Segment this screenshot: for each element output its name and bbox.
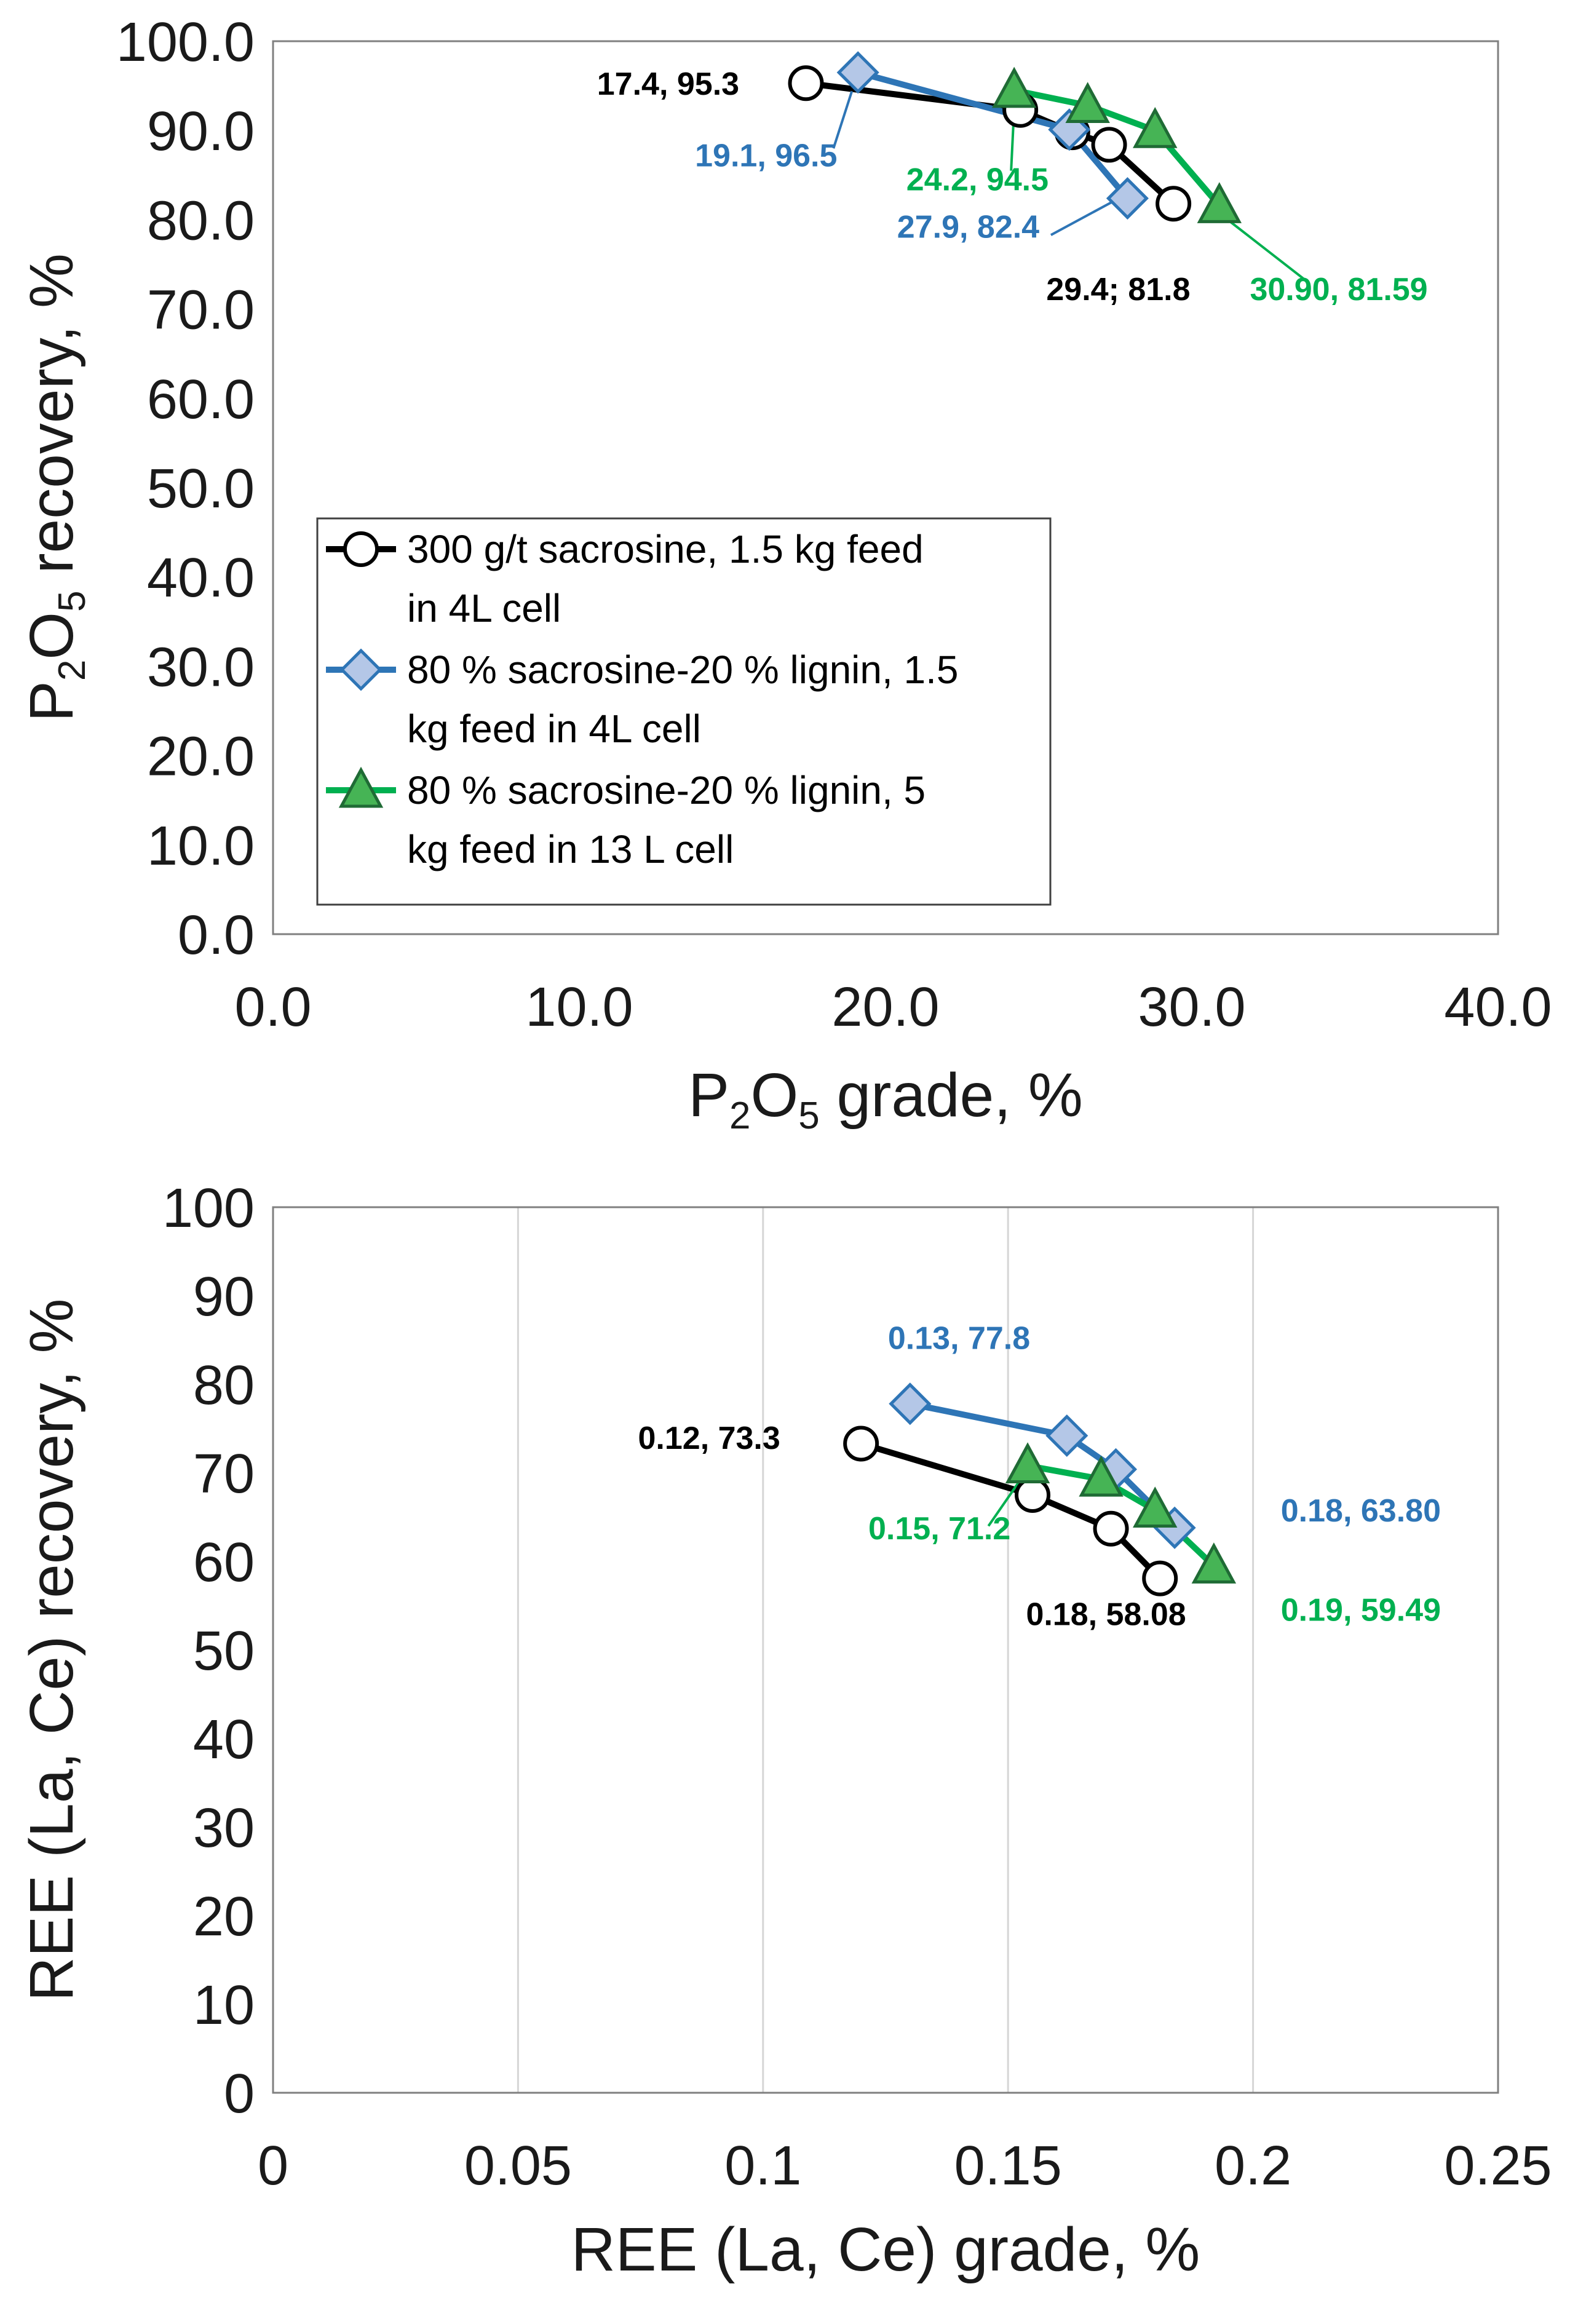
legend-label: 80 % sacrosine-20 % lignin, 1.5 (407, 648, 959, 692)
data-point-label: 0.15, 71.2 (868, 1511, 1010, 1547)
data-point-label: 0.19, 59.49 (1281, 1592, 1441, 1628)
marker-circle (1142, 1560, 1178, 1596)
p2o5-grade-recovery-chart: 17.4, 95.3 19.1, 96.5 24.2, 94.5 27.9, 82.4… (17, 12, 1552, 1137)
legend-label: in 4L cell (407, 586, 561, 630)
x-tick-label: 40.0 (1444, 977, 1552, 1038)
y-tick-label: 0 (224, 2063, 255, 2125)
data-point-label: 17.4, 95.3 (597, 66, 739, 102)
series-line-triangle (1011, 87, 1223, 209)
y-tick-label: 10 (193, 1975, 255, 2036)
marker-circle (788, 65, 824, 101)
plot-border (272, 40, 1499, 935)
marker-diamond (1045, 1414, 1088, 1457)
marker-triangle (1133, 106, 1178, 148)
marker-triangle (1197, 182, 1242, 223)
series-line-diamond (906, 1400, 1178, 1531)
marker-triangle (1065, 82, 1110, 124)
data-point-label: 0.13, 77.8 (888, 1320, 1030, 1356)
marker-circle (843, 1426, 879, 1462)
p2o5-chart-svg: 17.4, 95.3 19.1, 96.5 24.2, 94.5 27.9, 82.4… (17, 12, 1552, 1137)
marker-triangle (1133, 1486, 1178, 1528)
data-point-label: 29.4; 81.8 (1046, 272, 1190, 307)
y-tick-label: 100 (162, 1178, 255, 1239)
annotation-leader-line (1224, 216, 1309, 284)
marker-circle (1156, 186, 1192, 222)
y-tick-label: 20.0 (147, 726, 255, 788)
x-tick-label: 10.0 (525, 977, 633, 1038)
data-point-label: 0.18, 63.80 (1281, 1493, 1441, 1529)
y-tick-label: 0.0 (178, 905, 255, 966)
y-tick-label: 50 (193, 1620, 255, 1682)
y-tick-label: 90.0 (147, 101, 255, 162)
marker-triangle (1191, 1542, 1237, 1584)
chart-background (0, 1162, 1570, 2324)
y-tick-label: 70.0 (147, 280, 255, 341)
data-point-label: 27.9, 82.4 (897, 209, 1039, 245)
marker-circle (1093, 1510, 1129, 1547)
x-tick-label: 0.2 (1215, 2135, 1291, 2197)
y-tick-label: 50.0 (147, 458, 255, 520)
x-axis-title: REE (La, Ce) grade, % (571, 2215, 1200, 2284)
data-point-label: 0.18, 58.08 (1026, 1597, 1186, 1633)
y-tick-label: 10.0 (147, 815, 255, 877)
ree-chart-svg: 0.13, 77.8 0.12, 73.3 0.15, 71.2 0.18, 63.8… (0, 1162, 1570, 2324)
y-tick-label: 40 (193, 1709, 255, 1771)
data-point-label: 24.2, 94.5 (906, 162, 1049, 197)
x-tick-label: 20.0 (831, 977, 939, 1038)
data-point-label: 30.90, 81.59 (1250, 272, 1427, 307)
y-tick-label: 60.0 (147, 369, 255, 430)
annotation-leader-line (1050, 200, 1113, 236)
data-point-label: 0.12, 73.3 (638, 1421, 780, 1456)
y-tick-label: 30 (193, 1798, 255, 1859)
legend-label: 300 g/t sacrosine, 1.5 kg feed (407, 527, 924, 571)
marker-triangle (338, 766, 384, 808)
y-tick-label: 100.0 (116, 12, 255, 73)
marker-circle (1015, 1477, 1051, 1513)
legend-box (316, 517, 1052, 906)
x-tick-label: 0.1 (724, 2135, 801, 2197)
y-tick-label: 40.0 (147, 547, 255, 609)
plot-border (272, 1206, 1499, 2094)
series-line-circle (858, 1440, 1164, 1582)
y-tick-label: 60 (193, 1532, 255, 1593)
y-axis-title: REE (La, Ce) recovery, % (17, 1299, 86, 2002)
y-tick-label: 90 (193, 1266, 255, 1328)
marker-diamond (1106, 177, 1149, 220)
x-tick-label: 30.0 (1138, 977, 1245, 1038)
x-tick-label: 0.05 (464, 2135, 572, 2197)
ree-grade-recovery-chart: 0.13, 77.8 0.12, 73.3 0.15, 71.2 0.18, 63.8… (0, 1162, 1570, 2324)
legend-label: kg feed in 4L cell (407, 707, 701, 751)
marker-triangle (991, 66, 1037, 108)
y-tick-label: 70 (193, 1443, 255, 1505)
marker-triangle (1005, 1442, 1050, 1483)
marker-diamond (889, 1382, 932, 1426)
x-axis-title: P2O5 grade, % (688, 1061, 1083, 1137)
marker-circle (1091, 127, 1127, 163)
legend-label: 80 % sacrosine-20 % lignin, 5 (407, 768, 926, 812)
x-tick-label: 0.15 (954, 2135, 1062, 2197)
annotation-leader-line (987, 1475, 1024, 1527)
x-tick-label: 0 (258, 2135, 288, 2197)
annotation-leader-line (832, 90, 854, 149)
marker-circle (343, 531, 379, 567)
data-point-label: 19.1, 96.5 (695, 138, 837, 173)
y-tick-label: 30.0 (147, 637, 255, 698)
marker-diamond (339, 648, 383, 691)
x-tick-label: 0.25 (1444, 2135, 1552, 2197)
marker-diamond (836, 51, 879, 94)
y-axis-title: P2O5 recovery, % (17, 253, 93, 722)
marker-triangle (1079, 1455, 1124, 1497)
y-tick-label: 20 (193, 1886, 255, 1948)
y-tick-label: 80 (193, 1355, 255, 1416)
x-tick-label: 0.0 (234, 977, 311, 1038)
legend-label: kg feed in 13 L cell (407, 827, 734, 871)
y-tick-label: 80.0 (147, 190, 255, 252)
